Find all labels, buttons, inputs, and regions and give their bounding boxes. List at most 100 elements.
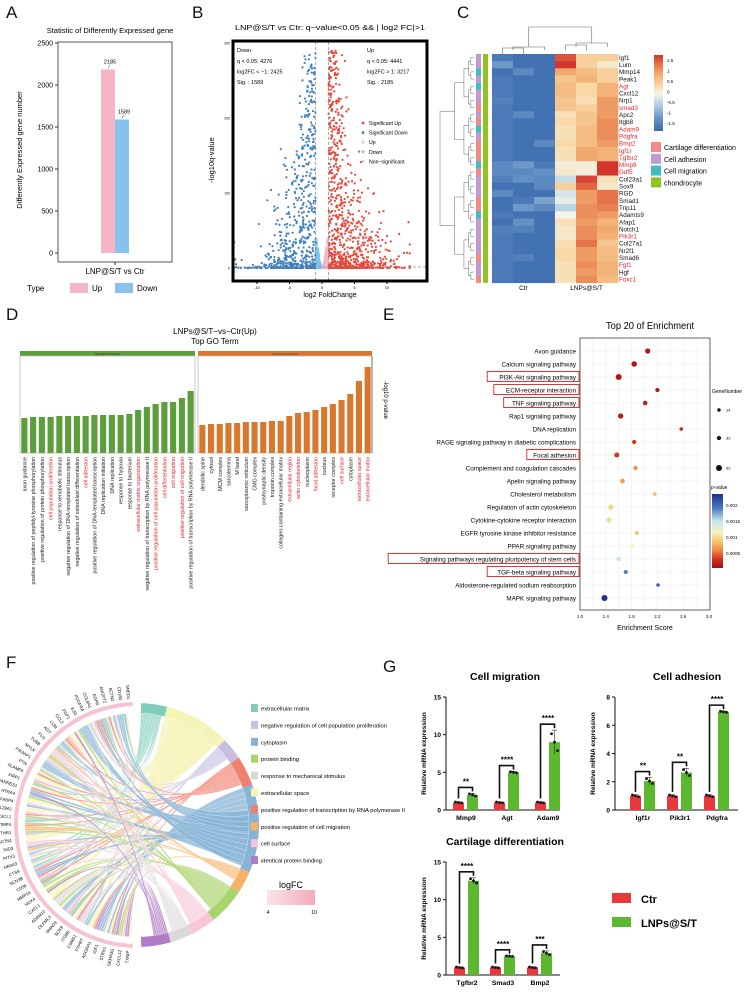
go-term-label: MCM complex: [218, 457, 224, 491]
highlight-box: [486, 566, 580, 577]
x-tick-label: 3.0: [706, 614, 713, 619]
point-down: [317, 253, 320, 257]
x-tick-label: Tgfbr2: [456, 980, 477, 987]
gene-label: Tgfbr2: [619, 155, 638, 162]
color-legend-title: p-value: [711, 485, 728, 491]
go-bar: [234, 423, 241, 453]
heatmap-cell: [597, 146, 619, 155]
heatmap-cell: [576, 182, 598, 191]
point-sig-down: [284, 239, 288, 242]
heatmap-cell: [555, 68, 577, 76]
go-term-label: extracellular space: [357, 457, 363, 501]
point-sig-down: [303, 97, 307, 100]
point-sig-up: [341, 222, 344, 225]
point-sig-up: [364, 233, 367, 236]
point-sig-down: [288, 254, 292, 258]
point-sig-down: [301, 220, 305, 223]
term-legend-swatch: [251, 839, 258, 848]
point-sig-up: [327, 51, 331, 54]
heatmap-cell: [534, 82, 556, 91]
point-sig-down: [284, 156, 287, 160]
point-sig-up: [359, 228, 362, 231]
point-sig-down: [273, 261, 276, 264]
heatmap-cell: [492, 154, 514, 162]
point-sig-down: [311, 133, 314, 136]
point-sig-up: [344, 191, 347, 194]
point-sig-down: [310, 71, 313, 74]
point-sig-up: [330, 203, 333, 206]
point-sig-down: [287, 212, 291, 216]
y-tick-label: 15: [434, 695, 442, 702]
point-sig-down: [304, 100, 308, 103]
heatmap-cell: [576, 125, 598, 133]
point-sig-up: [349, 229, 353, 232]
point-sig-up: [362, 260, 365, 263]
point-sig-down: [305, 107, 308, 110]
point-sig-up: [328, 56, 332, 60]
heatmap-cell: [513, 68, 535, 76]
point-sig-up: [336, 252, 339, 255]
heatmap-cell: [492, 175, 514, 183]
point-sig-down: [313, 115, 316, 118]
heatmap-cell: [492, 168, 514, 176]
point-sig-up: [343, 232, 347, 235]
point-sig-up: [327, 224, 331, 228]
point-sig-down: [305, 250, 308, 253]
point-up: [326, 239, 329, 242]
point-sig-down: [300, 198, 303, 202]
point-sig-down: [276, 206, 279, 209]
point-sig-down: [279, 260, 282, 263]
point-sig-up: [331, 253, 334, 256]
heatmap-cell: [534, 161, 556, 169]
volcano-legend: Significant Up Significant Down Up Down Non−…: [361, 121, 408, 165]
term-arc: [164, 706, 225, 748]
point-sig-up: [338, 118, 341, 122]
enrichment-bubble: [655, 387, 660, 393]
go-term-label: negative regulation of transcription by …: [145, 457, 151, 591]
point-sig-up: [330, 251, 333, 254]
point-sig-up: [371, 239, 374, 242]
gene-label: Nrp1: [619, 98, 633, 105]
heatmap-cell: [555, 175, 577, 183]
point-sig-down: [282, 262, 285, 265]
heatmap-cell: [576, 175, 598, 183]
point-sig-up: [330, 50, 333, 54]
category-annotation: [476, 104, 481, 112]
point-sig-down: [270, 262, 273, 265]
chondrocyte-annotation: [483, 54, 488, 283]
legend-dot: [361, 121, 365, 125]
point-sig-up: [337, 255, 341, 258]
enrichment-bubble: [623, 569, 628, 575]
point-sig-down: [295, 222, 298, 225]
point-sig-up: [340, 214, 344, 217]
point-sig-up: [329, 254, 332, 257]
pathway-label: MAPK signaling pathway: [506, 595, 577, 602]
point-sig-up: [369, 262, 373, 265]
point-sig-down: [289, 223, 292, 227]
point-sig-up: [330, 195, 333, 198]
size-legend-label: 14: [726, 408, 731, 413]
point-sig-up: [329, 211, 332, 214]
heatmap-cell: [513, 168, 535, 176]
enrichment-bubble: [601, 594, 608, 602]
point-sig-down: [280, 238, 283, 241]
heatmap-cell: [534, 104, 556, 112]
color-scale-label: 0.5: [667, 79, 674, 84]
point-sig-up: [334, 189, 337, 193]
logfc-gradient-bar: [267, 890, 315, 905]
heatmap-cell: [513, 175, 535, 183]
go-term-label: negative regulation of DNA-templated tra…: [66, 457, 72, 576]
heatmap-cell: [513, 154, 535, 162]
point-sig-down: [300, 254, 303, 257]
color-legend-label: 0.0015: [726, 519, 740, 524]
point-sig-up: [332, 100, 335, 104]
point-sig-down: [284, 262, 287, 265]
go-bar: [47, 417, 54, 453]
bar-lnp: [681, 772, 692, 810]
point-sig-up: [340, 114, 343, 117]
point-sig-up: [360, 264, 363, 267]
y-axis-label: Differently Expressed gene number: [15, 91, 24, 209]
dendrogram-branch: [470, 243, 474, 251]
gene-label: CSMD1: [66, 933, 78, 949]
heatmap-cell: [534, 254, 556, 262]
